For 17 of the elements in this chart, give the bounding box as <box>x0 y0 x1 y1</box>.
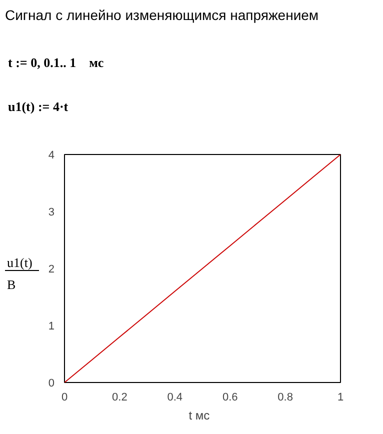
chart-title: Сигнал с линейно изменяющимся напряжением <box>5 6 319 25</box>
x-tick-label: 0.8 <box>278 392 293 404</box>
y-tick-label: 3 <box>48 206 55 218</box>
x-tick-label: 0.4 <box>167 392 183 404</box>
x-axis-title: t мс <box>188 408 210 422</box>
y-tick-label: 1 <box>48 320 55 332</box>
y-tick-label: 0 <box>48 378 55 390</box>
x-tick-label: 1 <box>337 392 344 404</box>
x-tick-label: 0.2 <box>112 392 128 404</box>
y-axis-title: u1(t) B <box>7 254 32 294</box>
y-tick-label: 4 <box>48 150 55 162</box>
text: t := 0, 0.1.. 1 мс <box>8 54 104 72</box>
x-tick-label: 0.6 <box>222 392 238 404</box>
y-tick-label: 2 <box>48 264 55 276</box>
line-series <box>64 154 340 382</box>
x-tick-label: 0 <box>61 392 68 404</box>
text: u1(t) := 4·t <box>8 98 68 116</box>
